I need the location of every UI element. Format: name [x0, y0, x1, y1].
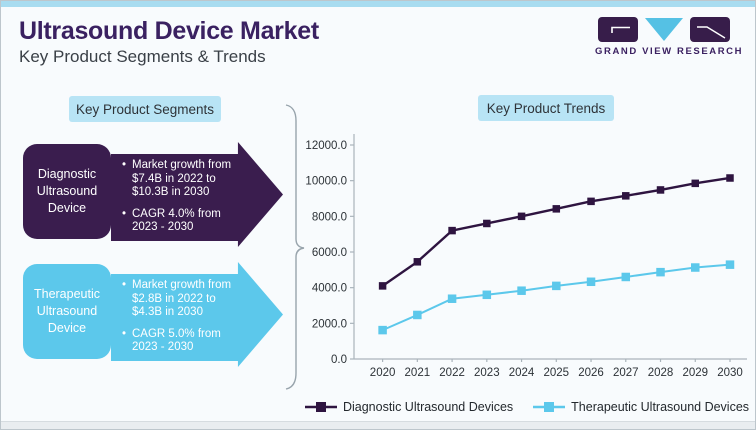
legend-item-diagnostic: Diagnostic Ultrasound Devices: [304, 400, 514, 414]
trend-chart-svg: 0.0 2000.0 4000.0 6000.0 8000.0 10000.0 12000.…: [305, 134, 747, 379]
grand-view-research-logo: GRAND VIEW RESEARCH: [595, 17, 744, 57]
logo-r-icon: [690, 17, 730, 42]
therapeutic-series-marker-icon: [533, 402, 566, 412]
data-point: [552, 205, 561, 213]
logo-glyphs: [598, 17, 730, 42]
segment-title-line: Device: [47, 201, 87, 215]
data-point: [656, 267, 665, 277]
data-point: [622, 192, 630, 200]
data-point: [413, 310, 422, 320]
trends-section-label: Key Product Trends: [478, 95, 614, 121]
logo-v-icon: [645, 18, 683, 41]
data-point: [378, 282, 387, 290]
diagnostic-series-marker-icon: [304, 402, 337, 412]
logo-wordmark: GRAND VIEW RESEARCH: [595, 46, 744, 57]
segment-title-line: Ultrasound: [36, 304, 98, 318]
data-point: [447, 294, 457, 303]
page-title: Ultrasound Device Market: [19, 17, 319, 45]
therapeutic-bullet-list: Market growth from $2.8B in 2022 to $4.3…: [122, 279, 238, 363]
svg-text:12000.0: 12000.0: [305, 140, 347, 152]
segment-title-line: Therapeutic: [33, 287, 100, 301]
data-point: [587, 197, 595, 206]
segment-title-line: Diagnostic: [37, 167, 97, 181]
svg-text:2025: 2025: [544, 367, 570, 379]
svg-text:6000.0: 6000.0: [312, 247, 347, 259]
svg-text:2027: 2027: [613, 367, 639, 379]
svg-text:0.0: 0.0: [331, 354, 347, 366]
data-point: [725, 260, 735, 269]
legend-item-therapeutic: Therapeutic Ultrasound Devices: [533, 400, 749, 414]
diagnostic-bullet-list: Market growth from $7.4B in 2022 to $10.…: [122, 159, 238, 243]
data-point: [726, 174, 734, 182]
top-accent-strip: [1, 1, 755, 7]
svg-text:2000.0: 2000.0: [312, 318, 347, 330]
svg-text:10000.0: 10000.0: [305, 176, 347, 188]
svg-text:2023: 2023: [474, 367, 500, 379]
trend-chart: 0.0 2000.0 4000.0 6000.0 8000.0 10000.0 12000.…: [301, 127, 753, 383]
data-point: [378, 325, 387, 335]
bullet-item: CAGR 5.0% from 2023 - 2030: [122, 328, 238, 355]
data-point: [691, 263, 700, 272]
svg-text:2020: 2020: [370, 367, 396, 379]
bullet-item: CAGR 4.0% from 2023 - 2030: [122, 208, 238, 235]
diagnostic-segment-arrow: Market growth from $7.4B in 2022 to $10.…: [111, 142, 283, 247]
segment-title-line: Ultrasound: [36, 184, 98, 198]
therapeutic-segment-arrow: Market growth from $2.8B in 2022 to $4.3…: [111, 262, 283, 367]
bullet-item: Market growth from $7.4B in 2022 to $10.…: [122, 159, 238, 200]
therapeutic-segment-box: Therapeutic Ultrasound Device: [23, 264, 111, 359]
data-point: [448, 226, 456, 235]
svg-text:2028: 2028: [648, 367, 674, 379]
segment-title-line: Device: [47, 321, 87, 335]
diagnostic-segment-box: Diagnostic Ultrasound Device: [23, 144, 111, 239]
svg-text:2029: 2029: [682, 367, 708, 379]
chart-legend: Diagnostic Ultrasound Devices Therapeuti…: [301, 400, 753, 414]
bottom-edge-strip: [1, 421, 755, 429]
data-point: [691, 179, 700, 188]
segments-section-label: Key Product Segments: [69, 96, 221, 122]
bullet-item: Market growth from $2.8B in 2022 to $4.3…: [122, 279, 238, 320]
svg-text:4000.0: 4000.0: [312, 283, 347, 295]
svg-text:2026: 2026: [578, 367, 604, 379]
data-point: [483, 219, 491, 228]
legend-label: Therapeutic Ultrasound Devices: [571, 400, 750, 414]
data-point: [517, 212, 526, 221]
data-point: [621, 272, 631, 282]
svg-text:2030: 2030: [717, 367, 743, 379]
svg-text:2022: 2022: [439, 367, 465, 379]
data-point: [656, 186, 665, 194]
logo-g-icon: [598, 17, 638, 42]
legend-label: Diagnostic Ultrasound Devices: [342, 400, 514, 414]
page-subtitle: Key Product Segments & Trends: [19, 47, 266, 66]
svg-text:2021: 2021: [405, 367, 431, 379]
data-point: [482, 290, 492, 300]
curly-brace: [285, 104, 305, 390]
data-point: [517, 286, 526, 295]
svg-text:2024: 2024: [509, 367, 535, 379]
data-point: [586, 277, 596, 287]
data-point: [552, 281, 561, 291]
data-point: [413, 258, 422, 266]
svg-text:8000.0: 8000.0: [312, 211, 347, 223]
